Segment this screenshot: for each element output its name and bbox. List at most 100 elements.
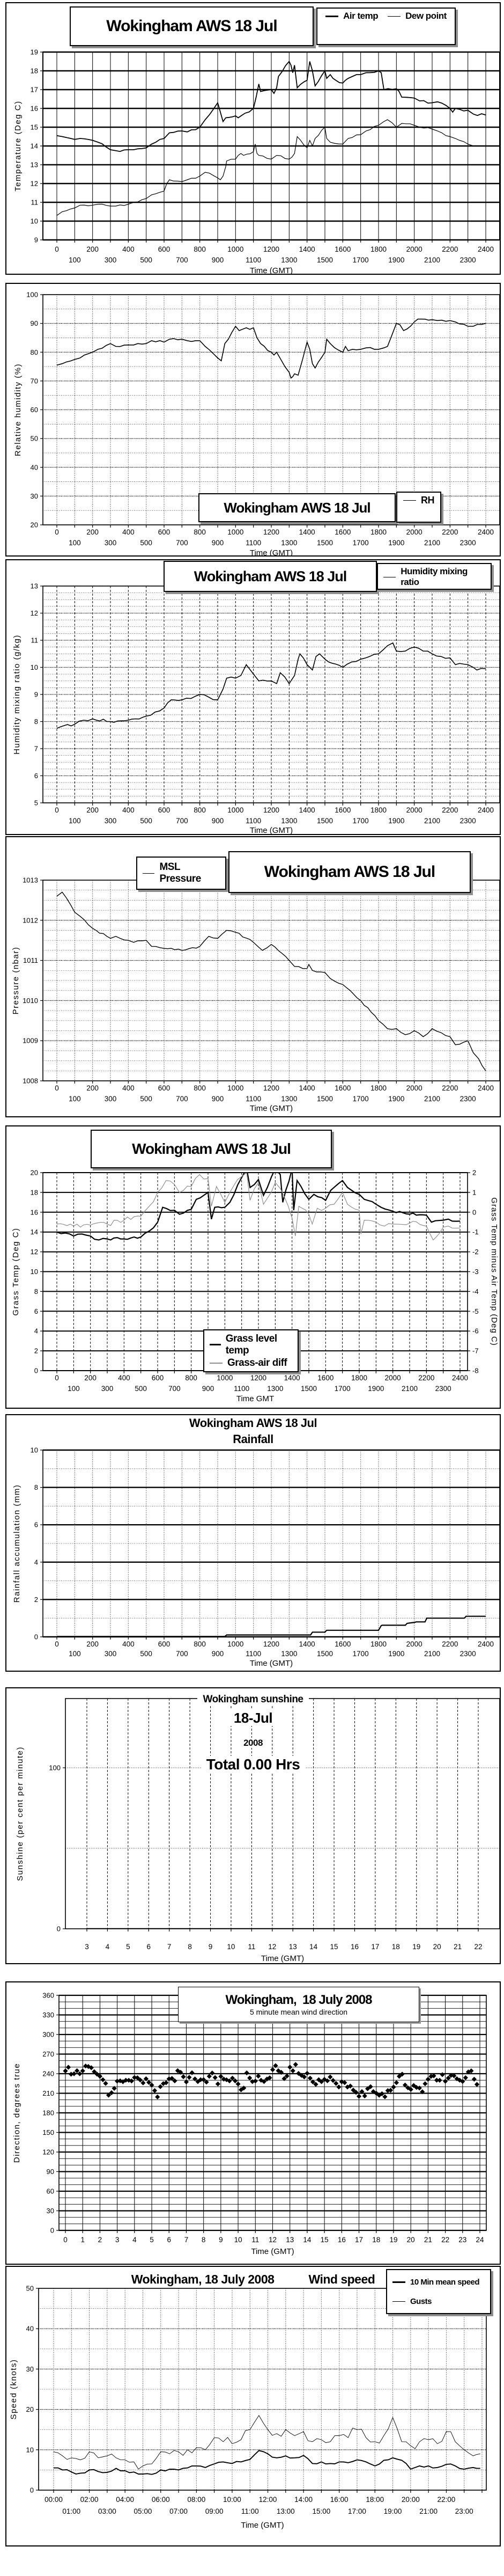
x-tick-label: 1600 [335, 1084, 351, 1092]
y-tick-label: 240 [42, 2070, 54, 2078]
x-tick-label: 300 [105, 256, 117, 264]
x-tick-label: 22 [474, 1943, 482, 1951]
y-tick-label: 10 [31, 663, 38, 671]
x-tick-label: 2300 [460, 539, 476, 547]
x-tick-label: 3 [85, 1943, 89, 1951]
chart-title-box: Wokingham AWS 18 Jul [228, 851, 471, 893]
x-tick-label: 1600 [335, 245, 351, 253]
y-tick-label: 1011 [23, 956, 38, 964]
x-tick-label: 20 [407, 2236, 415, 2244]
x-tick-label: 16 [351, 1943, 359, 1951]
chart-relative-humidity: 20 30 40 50 60 70 80 90 100 0 200 400 600 800 1000 1200… [5, 283, 501, 557]
x-tick-label: 00:00 [45, 2496, 63, 2504]
chart-title-box: Wokingham AWS 18 Jul [91, 1130, 332, 1168]
x-tick-label: 20:00 [402, 2496, 420, 2504]
x-tick-label: 13 [289, 1943, 297, 1951]
x-tick-label: 0 [55, 245, 59, 253]
series-grass-level-temp [56, 1173, 461, 1241]
legend-label: 10 Min mean speed [410, 2277, 480, 2287]
y-tick-label: 30 [26, 2365, 34, 2373]
x-tick-label: 300 [101, 1385, 114, 1393]
legend-label: Humidity mixing ratio [401, 566, 468, 587]
x-tick-label: 1000 [217, 1374, 233, 1382]
legend: MSL Pressure [136, 857, 226, 890]
x-tick-label: 3 [115, 2236, 120, 2244]
y-tick-label: 6 [34, 772, 38, 780]
x-tick-label: 01:00 [62, 2507, 80, 2515]
x-tick-label: 800 [185, 1374, 197, 1382]
x-tick-label: 1700 [353, 817, 369, 825]
x-axis-title: Time (GMT) [241, 2521, 284, 2530]
x-tick-label: 12 [268, 1943, 276, 1951]
x-tick-label: 12 [269, 2236, 277, 2244]
x-tick-label: 0 [55, 528, 59, 536]
x-tick-label: 1600 [335, 1640, 351, 1648]
x-tick-label: 400 [118, 1374, 130, 1382]
x-tick-label: 200 [86, 806, 99, 814]
x-tick-label: 700 [176, 1650, 188, 1658]
x-tick-label: 2100 [424, 1095, 440, 1103]
chart-title: Wokingham sunshine [197, 1694, 309, 1705]
x-tick-label: 400 [122, 245, 135, 253]
chart-title: Wokingham AWS 18 Jul [224, 499, 370, 516]
x-tick-label: 1300 [281, 1650, 297, 1658]
y-tick-label: 10 [31, 1446, 38, 1454]
y2-tick-label: -8 [472, 1367, 479, 1375]
x-tick-label: 0 [55, 806, 59, 814]
series-humidity-mixing-ratio [56, 642, 486, 729]
legend-line-icon [210, 1344, 221, 1345]
x-tick-label: 2200 [418, 1374, 434, 1382]
x-tick-label: 1600 [317, 1374, 333, 1382]
x-tick-label: 1400 [299, 806, 315, 814]
x-tick-label: 7 [184, 2236, 189, 2244]
legend-label: Gusts [410, 2296, 432, 2306]
x-tick-label: 24 [476, 2236, 484, 2244]
y-tick-label: 150 [42, 2128, 54, 2136]
x-tick-label: 300 [105, 817, 117, 825]
y2-tick-label: -6 [472, 1327, 479, 1335]
x-tick-label: 2200 [442, 1084, 458, 1092]
x-tick-label: 20 [433, 1943, 441, 1951]
x-tick-label: 1900 [388, 817, 404, 825]
y-tick-label: 0 [50, 2227, 54, 2235]
x-tick-label: 500 [140, 1650, 152, 1658]
x-tick-label: 1800 [370, 806, 387, 814]
x-tick-label: 6 [167, 2236, 171, 2244]
y-tick-label: 120 [42, 2148, 54, 2156]
x-tick-label: 1700 [353, 539, 369, 547]
x-tick-label: 300 [105, 1650, 117, 1658]
x-tick-label: 100 [69, 817, 81, 825]
x-tick-label: 15 [321, 2236, 329, 2244]
legend-item: Dew point [388, 11, 447, 21]
y-tick-label: 8 [34, 1483, 38, 1491]
x-tick-label: 200 [86, 1084, 99, 1092]
y-tick-label: 8 [34, 718, 38, 726]
y-tick-label: 10 [31, 1268, 38, 1276]
chart-title: Wokingham AWS 18 Jul [106, 17, 277, 35]
x-axis-title: Time (GMT) [250, 1104, 293, 1113]
x-tick-label: 2100 [424, 1650, 440, 1658]
y2-tick-label: -7 [472, 1347, 479, 1355]
x-tick-label: 1400 [299, 1640, 315, 1648]
y-tick-label: 16 [31, 105, 38, 113]
x-tick-label: 1000 [227, 528, 243, 536]
x-tick-label: 1300 [281, 256, 297, 264]
y-axis-title: Humidity mixing ratio (g/kg) [12, 634, 21, 755]
x-tick-label: 19 [389, 2236, 397, 2244]
y-tick-label: 11 [31, 636, 39, 645]
legend-line-icon [325, 15, 339, 17]
x-tick-label: 500 [140, 256, 152, 264]
y-tick-label: 360 [42, 1992, 54, 2000]
x-tick-label: 1100 [246, 256, 261, 264]
x-tick-label: 1200 [250, 1374, 266, 1382]
y-axis-title: Rainfall accumulation (mm) [12, 1484, 21, 1603]
x-tick-label: 04:00 [116, 2496, 134, 2504]
chart-title2: Wind speed [303, 2272, 381, 2286]
x-tick-label: 600 [158, 806, 171, 814]
x-tick-label: 02:00 [80, 2496, 99, 2504]
y-tick-label: 11 [31, 199, 39, 207]
x-tick-label: 4 [132, 2236, 137, 2244]
x-tick-label: 0 [55, 1374, 59, 1382]
